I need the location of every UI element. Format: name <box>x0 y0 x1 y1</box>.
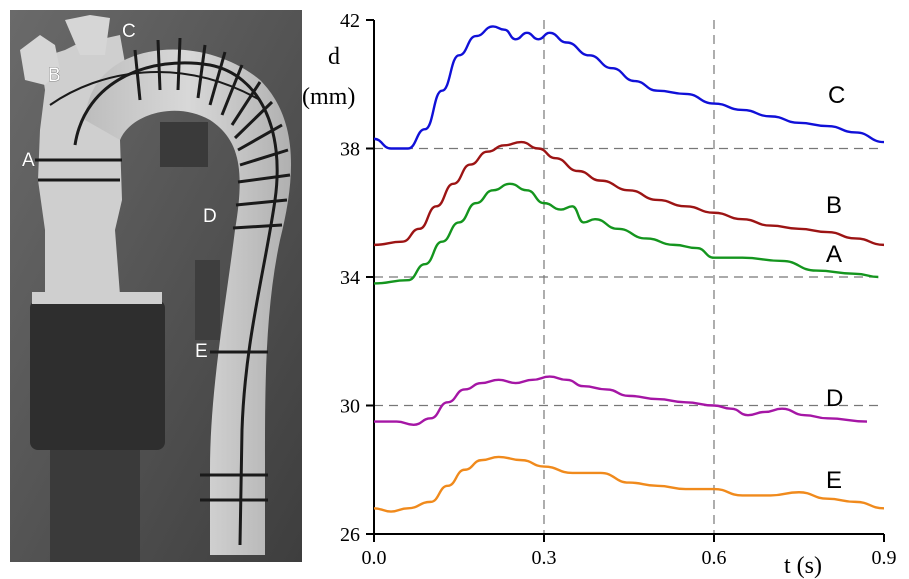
axes <box>366 19 885 542</box>
grid-lines <box>374 20 884 534</box>
series-layer: C BA D E <box>373 25 885 513</box>
photo-label-c: C <box>122 21 136 42</box>
y-tick-label: 26 <box>340 524 360 546</box>
y-tick-label: 30 <box>340 396 360 418</box>
x-tick-label: 0.9 <box>872 547 897 569</box>
series-label-b: B <box>826 192 842 219</box>
series-line-b <box>373 140 885 247</box>
x-axis-label: t (s) <box>784 553 822 579</box>
series-label-c: C <box>828 82 845 109</box>
tick-labels: 26 30 34 38 42 0.0 0.3 0.6 0.9 <box>340 10 897 569</box>
series-label-d: D <box>826 385 843 412</box>
series-line-a <box>373 182 879 285</box>
x-tick-label: 0.3 <box>532 547 557 569</box>
photo-label-b: B <box>48 65 61 86</box>
photo-label-e: E <box>195 341 208 362</box>
y-tick-label: 34 <box>340 267 360 289</box>
series-line-c <box>373 25 885 150</box>
photo-label-d: D <box>203 206 217 227</box>
y-tick-label: 38 <box>340 139 360 161</box>
x-tick-label: 0.6 <box>702 547 727 569</box>
x-tick-label: 0.0 <box>362 547 387 569</box>
aortic-phantom-photo: A B C D E <box>10 10 302 562</box>
y-axis-label-line2: (mm) <box>302 84 355 110</box>
series-line-e <box>373 455 885 513</box>
series-label-a: A <box>826 241 842 268</box>
series-label-e: E <box>826 467 842 494</box>
y-tick-label: 42 <box>340 10 360 32</box>
photo-label-a: A <box>22 150 35 171</box>
diameter-chart: C BA D E 26 30 34 38 42 0.0 0.3 0.6 0.9 d (mm) t (s… <box>302 10 897 579</box>
y-axis-label-line1: d <box>328 44 340 70</box>
series-line-d <box>374 375 868 426</box>
